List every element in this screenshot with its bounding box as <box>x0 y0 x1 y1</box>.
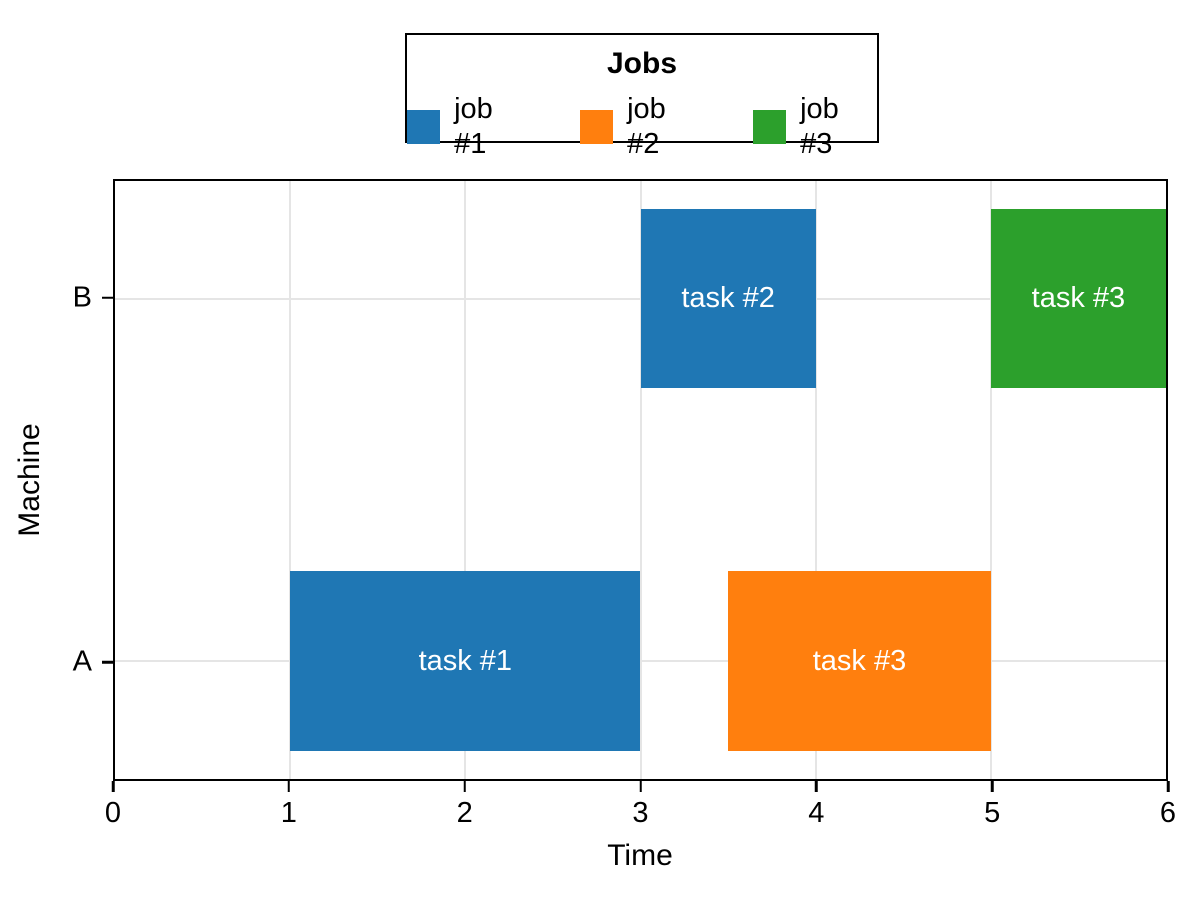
x-tick-label: 0 <box>104 797 122 829</box>
task-bar-label: task #3 <box>1031 282 1126 315</box>
task-bar-a-task-3: task #3 <box>728 571 991 751</box>
task-bar-a-task-1: task #1 <box>290 571 641 751</box>
y-axis-title: Machine <box>13 423 46 537</box>
gridline-x-1 <box>289 181 292 779</box>
legend-entry-label: job #3 <box>800 93 839 160</box>
y-tick-mark <box>102 296 113 299</box>
x-tick-label: 2 <box>456 797 473 829</box>
x-tick-mark <box>815 781 818 792</box>
task-bar-label: task #2 <box>681 282 775 315</box>
task-bar-b-task-2: task #2 <box>640 209 816 389</box>
gridline-x-5 <box>989 181 992 779</box>
y-tick-mark <box>102 661 113 664</box>
x-tick-mark <box>639 781 642 792</box>
task-bar-label: task #1 <box>418 644 513 677</box>
y-tick-label: B <box>72 281 92 314</box>
y-tick-label: A <box>72 645 92 678</box>
gridline-x-3 <box>639 181 642 779</box>
legend-entries: job #1 job #2 job #3 <box>407 92 877 162</box>
x-tick-mark <box>111 781 115 792</box>
plot-area: task #1 task #3 task #2 task #3 <box>113 179 1168 781</box>
gridline-x-2 <box>464 181 467 779</box>
legend-swatch-job-2-icon <box>580 110 614 144</box>
x-tick-label: 3 <box>632 797 649 829</box>
x-tick-mark <box>463 781 466 792</box>
legend-entry-label: job #1 <box>454 93 493 160</box>
legend-swatch-job-1-icon <box>407 110 441 144</box>
x-tick-label: 6 <box>1159 797 1177 829</box>
task-bar-label: task #3 <box>812 644 907 677</box>
legend-entry-job-1: job #1 <box>407 92 531 162</box>
x-tick-label: 5 <box>984 797 1001 829</box>
legend-entry-label: job #2 <box>627 93 666 160</box>
legend-swatch-job-3-icon <box>753 110 787 144</box>
x-tick-mark <box>1166 781 1170 792</box>
x-tick-label: 4 <box>808 797 825 829</box>
x-tick-label: 1 <box>280 797 297 829</box>
legend: Jobs job #1 job #2 job #3 <box>405 33 879 160</box>
legend-entry-job-3: job #3 <box>753 92 877 162</box>
gridline-x-4 <box>814 181 817 779</box>
task-bar-b-task-3: task #3 <box>990 209 1166 389</box>
x-tick-mark <box>990 781 994 792</box>
gridline-y-a <box>115 660 1166 663</box>
x-tick-mark <box>287 781 291 792</box>
legend-entry-job-2: job #2 <box>580 92 704 162</box>
legend-title: Jobs <box>606 47 678 80</box>
x-axis-title: Time <box>607 839 673 872</box>
